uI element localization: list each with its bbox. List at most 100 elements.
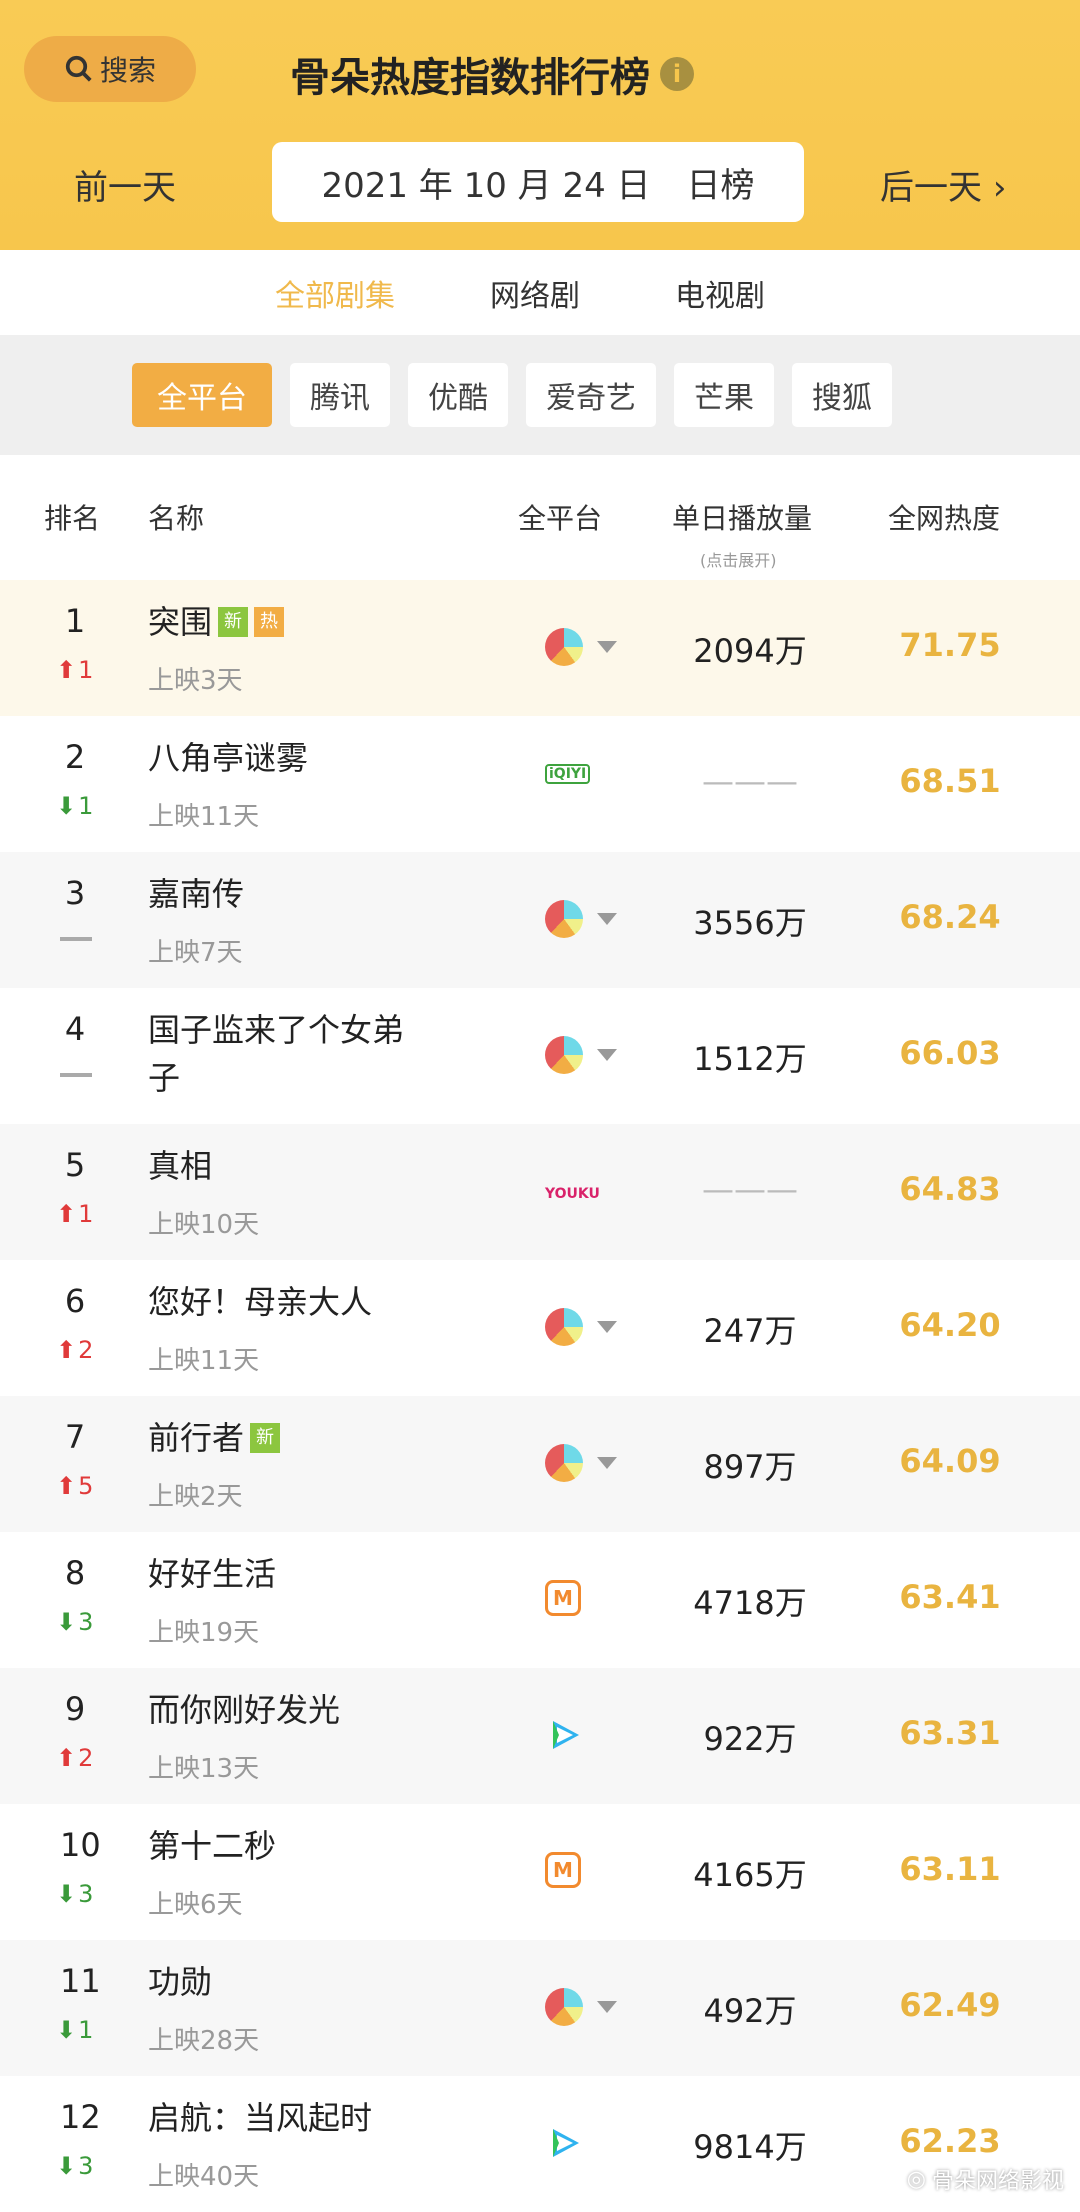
date-picker[interactable]: 2021 年 10 月 24 日日榜 <box>272 142 804 222</box>
platform-chip-4[interactable]: 芒果 <box>674 363 774 427</box>
tab-0[interactable]: 全部剧集 <box>275 278 395 314</box>
show-name: 真相 <box>148 1147 213 1185</box>
tab-2[interactable]: 电视剧 <box>675 278 765 314</box>
page-title: 骨朵热度指数排行榜 i <box>290 45 694 103</box>
rank-change-value: 2 <box>78 1744 94 1772</box>
show-title[interactable]: 八角亭谜雾 <box>148 734 428 782</box>
show-title[interactable]: 第十二秒 <box>148 1822 428 1870</box>
table-row[interactable]: 4 国子监来了个女弟子 1512万 66.03 <box>0 988 1080 1124</box>
header: 搜索 骨朵热度指数排行榜 i 前一天 2021 年 10 月 24 日日榜 后一天… <box>0 0 1080 250</box>
platform-chip-2[interactable]: 优酷 <box>408 363 508 427</box>
dropdown-arrow-icon[interactable] <box>597 1049 617 1061</box>
dropdown-arrow-icon[interactable] <box>597 641 617 653</box>
next-day-button[interactable]: 后一天 › <box>880 160 1006 209</box>
show-title[interactable]: 功勋 <box>148 1958 428 2006</box>
show-title[interactable]: 前行者新 <box>148 1414 428 1462</box>
rank-change-value: 2 <box>78 1336 94 1364</box>
watermark-text: 骨朵网络影视 <box>931 2169 1064 2194</box>
next-label: 后一天 <box>880 168 982 208</box>
show-title[interactable]: 突围新热 <box>148 598 428 646</box>
rank-number: 10 <box>60 1826 101 1864</box>
days-on-air: 上映19天 <box>148 1618 260 1648</box>
dropdown-arrow-icon[interactable] <box>597 913 617 925</box>
all-platform-pie-icon <box>545 1988 583 2026</box>
table-row[interactable]: 1 ⬆ 1 突围新热 上映3天 2094万 71.75 <box>0 580 1080 716</box>
show-title[interactable]: 嘉南传 <box>148 870 428 918</box>
heat-index: 64.20 <box>899 1306 1001 1344</box>
arrow-down-icon: ⬇ <box>56 792 77 820</box>
category-tabs: 全部剧集 网络剧 电视剧 <box>0 250 1080 335</box>
dropdown-arrow-icon[interactable] <box>597 2001 617 2013</box>
search-icon <box>65 55 92 82</box>
show-name: 启航：当风起时 <box>148 2099 373 2137</box>
rank-number: 1 <box>64 602 86 640</box>
rank-change: ⬇ 3 <box>56 1880 93 1908</box>
show-title[interactable]: 好好生活 <box>148 1550 428 1598</box>
table-row[interactable]: 6 ⬆ 2 您好！母亲大人 上映11天 247万 64.20 <box>0 1260 1080 1396</box>
col-platform: 全平台 <box>518 502 603 535</box>
show-title[interactable]: 启航：当风起时 <box>148 2094 428 2142</box>
platform-cell <box>545 1716 583 1754</box>
show-title[interactable]: 您好！母亲大人 <box>148 1278 428 1326</box>
rank-change-value: 3 <box>78 1608 94 1636</box>
daily-views: 2094万 <box>693 632 807 670</box>
rank-number: 11 <box>60 1962 101 2000</box>
table-row[interactable]: 10 ⬇ 3 第十二秒 上映6天 M 4165万 63.11 <box>0 1804 1080 1940</box>
rank-number: 5 <box>64 1146 86 1184</box>
show-title[interactable]: 而你刚好发光 <box>148 1686 428 1734</box>
platform-chip-3[interactable]: 爱奇艺 <box>526 363 656 427</box>
dropdown-arrow-icon[interactable] <box>597 1457 617 1469</box>
platform-chip-1[interactable]: 腾讯 <box>290 363 390 427</box>
platform-chip-5[interactable]: 搜狐 <box>792 363 892 427</box>
heat-index: 71.75 <box>899 626 1001 664</box>
arrow-down-icon: ⬇ <box>56 1880 77 1908</box>
watermark: ◎ 骨朵网络影视 <box>907 2163 1064 2195</box>
show-name: 前行者 <box>148 1419 245 1457</box>
platform-chip-0[interactable]: 全平台 <box>132 363 272 427</box>
info-icon[interactable]: i <box>660 57 694 91</box>
search-button[interactable]: 搜索 <box>24 36 196 102</box>
platform-cell: iQIYI <box>545 764 591 784</box>
rank-change: ⬆ 5 <box>56 1472 93 1500</box>
platform-cell <box>545 900 617 938</box>
prev-day-button[interactable]: 前一天 <box>74 168 176 208</box>
daily-views: 492万 <box>703 1992 797 2030</box>
col-views[interactable]: 单日播放量 <box>672 502 813 535</box>
show-title[interactable]: 国子监来了个女弟子 <box>148 1006 428 1102</box>
platform-cell <box>545 1988 617 2026</box>
all-platform-pie-icon <box>545 1036 583 1074</box>
daily-views: 3556万 <box>693 904 807 942</box>
tab-1[interactable]: 网络剧 <box>490 278 580 314</box>
days-on-air: 上映3天 <box>148 666 243 696</box>
col-rank: 排名 <box>44 502 101 535</box>
show-title[interactable]: 真相 <box>148 1142 428 1190</box>
dropdown-arrow-icon[interactable] <box>597 1321 617 1333</box>
rank-number: 7 <box>64 1418 86 1456</box>
rank-change-value: 1 <box>78 2016 94 2044</box>
heat-index: 63.11 <box>899 1850 1001 1888</box>
show-name: 而你刚好发光 <box>148 1691 341 1729</box>
platform-cell <box>545 1036 617 1074</box>
no-change-icon <box>60 937 92 941</box>
table-row[interactable]: 8 ⬇ 3 好好生活 上映19天 M 4718万 63.41 <box>0 1532 1080 1668</box>
all-platform-pie-icon <box>545 900 583 938</box>
ranking-list: 1 ⬆ 1 突围新热 上映3天 2094万 71.75 2 ⬇ 1 八角亭谜雾 上映11… <box>0 580 1080 2212</box>
daily-views: ——— <box>702 1170 798 1208</box>
tencent-video-logo-icon <box>553 1721 579 1749</box>
table-row[interactable]: 11 ⬇ 1 功勋 上映28天 492万 62.49 <box>0 1940 1080 2076</box>
daily-views: 247万 <box>703 1312 797 1350</box>
col-heat: 全网热度 <box>888 502 1001 535</box>
arrow-down-icon: ⬇ <box>56 2152 77 2180</box>
daily-views: 897万 <box>703 1448 797 1486</box>
table-row[interactable]: 5 ⬆ 1 真相 上映10天 YOUKU ——— 64.83 <box>0 1124 1080 1260</box>
table-row[interactable]: 9 ⬆ 2 而你刚好发光 上映13天 922万 63.31 <box>0 1668 1080 1804</box>
table-row[interactable]: 12 ⬇ 3 启航：当风起时 上映40天 9814万 62.23 <box>0 2076 1080 2212</box>
arrow-up-icon: ⬆ <box>56 1200 77 1228</box>
table-row[interactable]: 2 ⬇ 1 八角亭谜雾 上映11天 iQIYI ——— 68.51 <box>0 716 1080 852</box>
daily-views: ——— <box>702 762 798 800</box>
rank-change: ⬆ 2 <box>56 1744 93 1772</box>
rank-change: ⬆ 1 <box>56 1200 93 1228</box>
table-row[interactable]: 7 ⬆ 5 前行者新 上映2天 897万 64.09 <box>0 1396 1080 1532</box>
show-name: 国子监来了个女弟子 <box>148 1011 405 1097</box>
table-row[interactable]: 3 嘉南传 上映7天 3556万 68.24 <box>0 852 1080 988</box>
